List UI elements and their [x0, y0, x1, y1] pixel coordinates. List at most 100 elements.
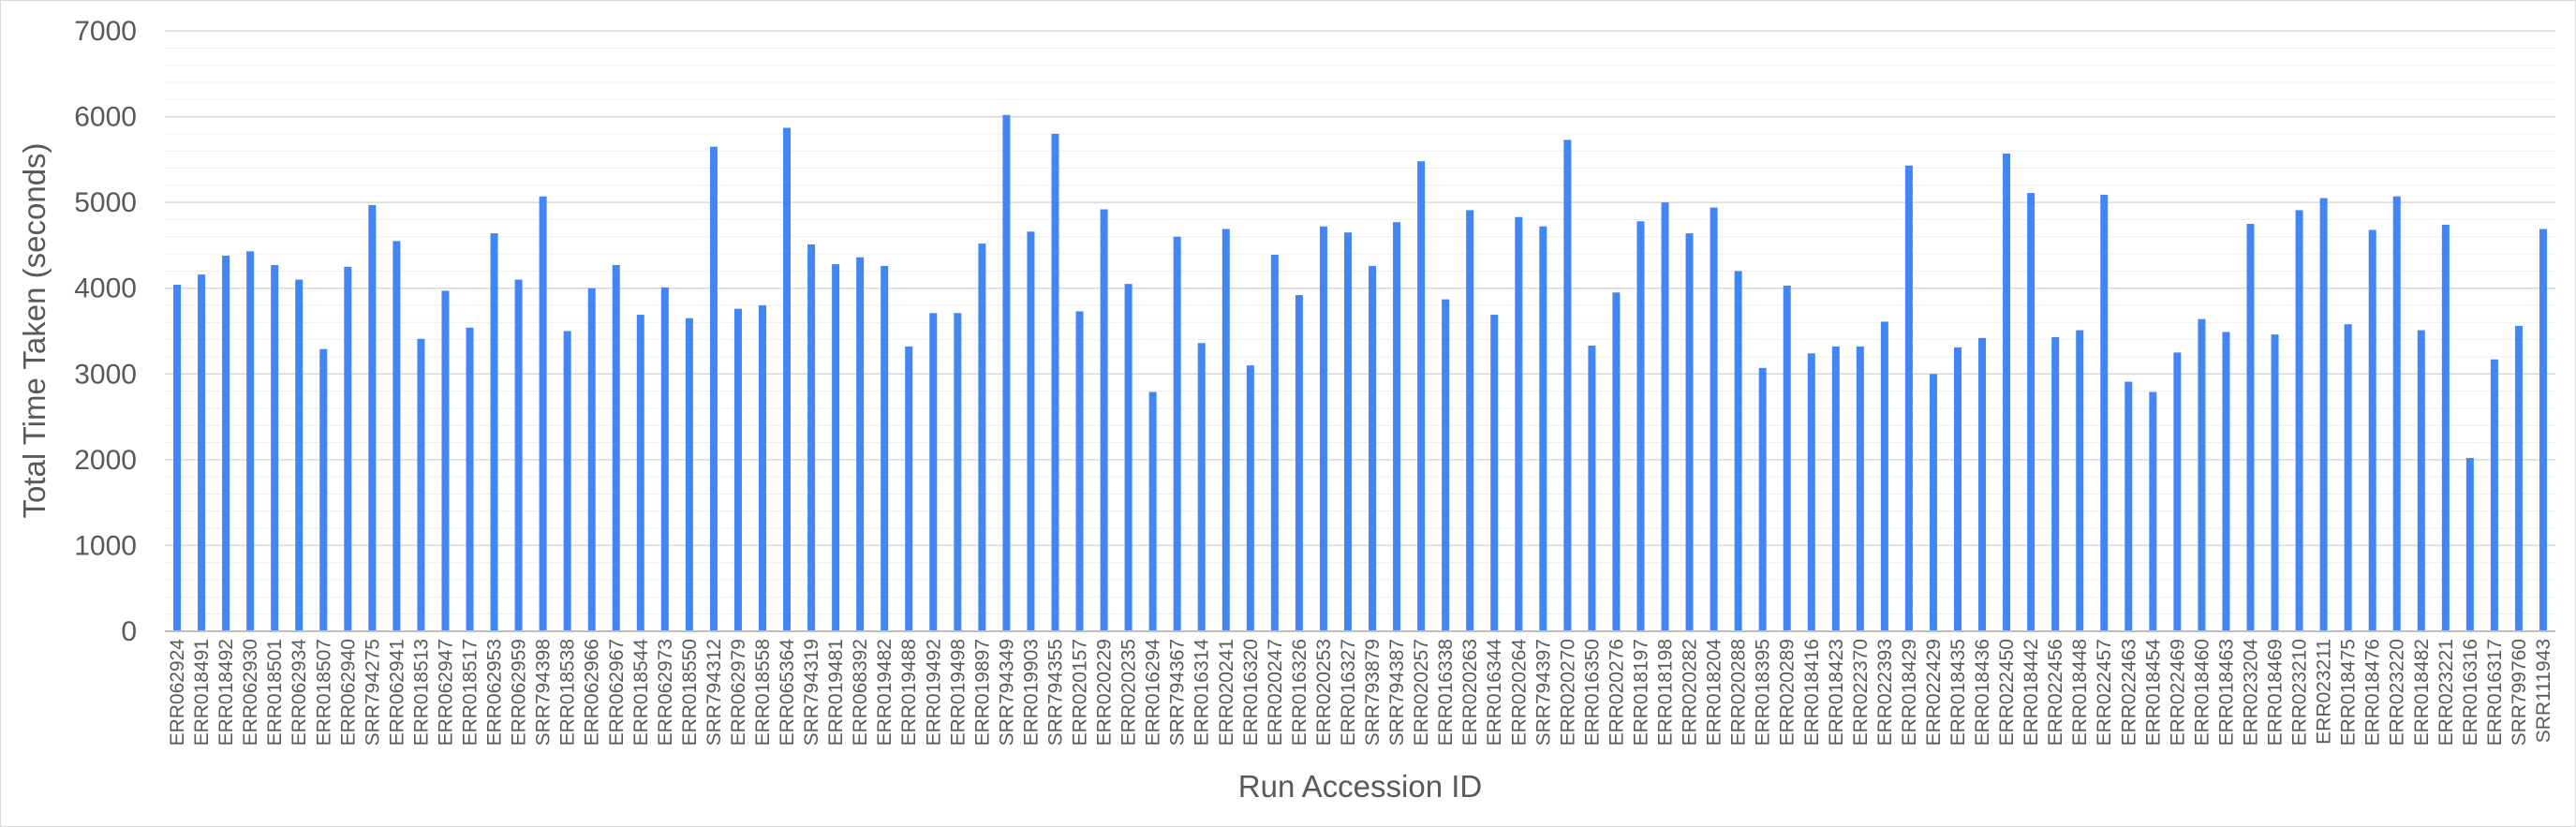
x-tick-label: ERR018507 [313, 639, 334, 746]
x-tick-label: ERR019488 [898, 639, 920, 746]
x-tick-label: ERR018436 [1972, 639, 1993, 746]
x-tick-label: ERR018492 [215, 639, 237, 746]
x-tick-label: ERR018517 [460, 639, 481, 746]
x-tick-label: ERR023221 [2435, 639, 2457, 746]
bar [173, 285, 182, 631]
bar [246, 251, 255, 631]
x-tick-label: ERR062941 [386, 639, 407, 746]
bar [2246, 224, 2255, 632]
gridlines [165, 30, 2555, 615]
y-tick-label: 4000 [74, 273, 137, 304]
bar [2319, 198, 2328, 631]
bar [1270, 255, 1279, 631]
x-tick-label: ERR018558 [752, 639, 774, 746]
bar [2173, 352, 2182, 631]
bar [392, 241, 401, 631]
x-tick-label: SRR799760 [2509, 639, 2530, 746]
bar [2417, 330, 2425, 631]
bar [2051, 336, 2060, 631]
y-axis-title: Total Time Taken (seconds) [17, 142, 52, 518]
bar [2076, 330, 2084, 631]
bar [441, 290, 450, 631]
bar [2441, 224, 2450, 631]
x-tick-label: ERR023220 [2387, 639, 2408, 746]
x-tick-label: ERR062934 [289, 639, 310, 746]
bar [2003, 153, 2011, 631]
x-tick-label: ERR062940 [337, 639, 359, 746]
x-tick-label: ERR062967 [606, 639, 628, 746]
x-tick-label: SRR793879 [1362, 639, 1384, 746]
x-tick-label: ERR018423 [1826, 639, 1847, 746]
bar [1978, 337, 1987, 631]
x-tick-label: ERR016350 [1581, 639, 1603, 746]
x-tick-label: ERR022463 [2118, 639, 2139, 746]
bar [466, 327, 474, 631]
x-tick-label: ERR062966 [582, 639, 603, 746]
bar [1369, 265, 1377, 631]
x-tick-label: ERR019492 [923, 639, 944, 746]
bar [1954, 347, 1962, 631]
bar [1636, 221, 1645, 632]
x-tick-label: ERR016326 [1289, 639, 1310, 746]
bar [929, 313, 938, 631]
bar [271, 264, 279, 631]
bar [1148, 391, 1157, 631]
bar [905, 346, 913, 631]
bar [319, 348, 328, 631]
y-tick-label: 2000 [74, 445, 137, 476]
x-tick-label: ERR018475 [2338, 639, 2360, 746]
y-tick-label: 5000 [74, 187, 137, 218]
x-tick-label: ERR019903 [1020, 639, 1042, 746]
bar [2539, 229, 2547, 631]
bar [1588, 346, 1596, 631]
bar [2514, 326, 2523, 631]
x-tick-label: ERR018476 [2362, 639, 2384, 746]
y-tick-label: 1000 [74, 530, 137, 561]
bar [1319, 226, 1327, 631]
bar [1710, 207, 1718, 631]
bar [1783, 285, 1791, 631]
x-tick-label: ERR020289 [1777, 639, 1799, 746]
bar [1051, 133, 1059, 631]
x-tick-label: ERR016327 [1338, 639, 1359, 746]
x-tick-label: ERR018198 [1655, 639, 1677, 746]
x-tick-label: ERR062979 [728, 639, 749, 746]
x-tick-label: SRR794319 [801, 639, 822, 746]
x-tick-label: ERR020253 [1313, 639, 1335, 746]
x-tick-label: ERR023210 [2289, 639, 2311, 746]
bar [295, 279, 303, 631]
x-tick-label: ERR016344 [1484, 639, 1505, 746]
x-tick-label: ERR022429 [1923, 639, 1945, 746]
x-tick-label: ERR018469 [2265, 639, 2287, 746]
bar [759, 305, 766, 631]
bar [1515, 216, 1523, 631]
bar [807, 244, 816, 631]
x-tick-label: ERR020264 [1508, 639, 1530, 746]
bar [2222, 332, 2230, 631]
bar [2295, 210, 2303, 631]
bar [832, 264, 840, 631]
bar [1393, 222, 1401, 631]
bar [978, 244, 986, 631]
bar [1100, 209, 1108, 631]
x-tick-label: ERR018463 [2215, 639, 2237, 746]
bar [1075, 311, 1084, 631]
bar [2368, 229, 2376, 631]
bar [1197, 343, 1206, 631]
x-tick-label: ERR018538 [557, 639, 579, 746]
x-tick-label: ERR018429 [1899, 639, 1920, 746]
x-tick-label: ERR016316 [2460, 639, 2481, 746]
bar [636, 315, 644, 631]
bar [1124, 284, 1133, 631]
x-tick-label: ERR062930 [240, 639, 261, 746]
bar [344, 266, 352, 631]
x-tick-label: ERR020241 [1216, 639, 1237, 746]
y-tick-label: 3000 [74, 359, 137, 390]
bar [2465, 458, 2474, 631]
x-tick-label: ERR022393 [1874, 639, 1896, 746]
x-tick-label: ERR019498 [947, 639, 969, 746]
x-tick-label: ERR020282 [1680, 639, 1701, 746]
x-tick-label: ERR020288 [1728, 639, 1750, 746]
bar [2100, 194, 2109, 631]
